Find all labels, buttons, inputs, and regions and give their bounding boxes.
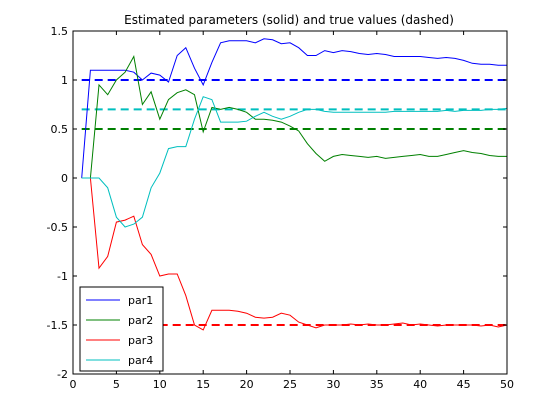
y-tick-label: 0 xyxy=(61,172,68,185)
legend-label-par4: par4 xyxy=(128,354,153,367)
x-tick-label: 30 xyxy=(326,378,340,391)
series-line-par4 xyxy=(81,96,508,228)
y-tick-label: -1.5 xyxy=(47,319,68,332)
y-tick-label: -2 xyxy=(57,368,68,381)
y-tick-label: 1.5 xyxy=(51,25,69,38)
series-line-par1 xyxy=(81,38,507,179)
legend-box xyxy=(79,286,164,372)
x-tick-label: 10 xyxy=(153,378,167,391)
series-line-par3 xyxy=(81,177,508,331)
y-tick-label: 0.5 xyxy=(51,123,69,136)
x-tick-label: 20 xyxy=(240,378,254,391)
x-tick-label: 25 xyxy=(283,378,297,391)
legend-label-par1: par1 xyxy=(128,294,153,307)
x-tick-label: 45 xyxy=(457,378,471,391)
x-tick-label: 15 xyxy=(196,378,210,391)
x-tick-label: 40 xyxy=(413,378,427,391)
legend-label-par2: par2 xyxy=(128,314,153,327)
legend-label-par3: par3 xyxy=(128,334,153,347)
y-tick-label: -1 xyxy=(57,270,68,283)
chart-title: Estimated parameters (solid) and true va… xyxy=(124,13,454,27)
axis-ticks: 0 5 10 15 20 25 30 35 40 45 50 -2 -1.5 -1 -0.5 0 0.5 1 1.5 xyxy=(47,25,514,391)
series-line-par2 xyxy=(81,55,507,179)
x-tick-label: 50 xyxy=(500,378,514,391)
y-tick-label: 1 xyxy=(61,74,68,87)
x-tick-label: 0 xyxy=(70,378,77,391)
legend: par1 par2 par3 par4 xyxy=(79,286,164,372)
plot-area xyxy=(81,38,508,331)
x-tick-label: 5 xyxy=(113,378,120,391)
x-tick-label: 35 xyxy=(370,378,384,391)
y-tick-label: -0.5 xyxy=(47,221,68,234)
